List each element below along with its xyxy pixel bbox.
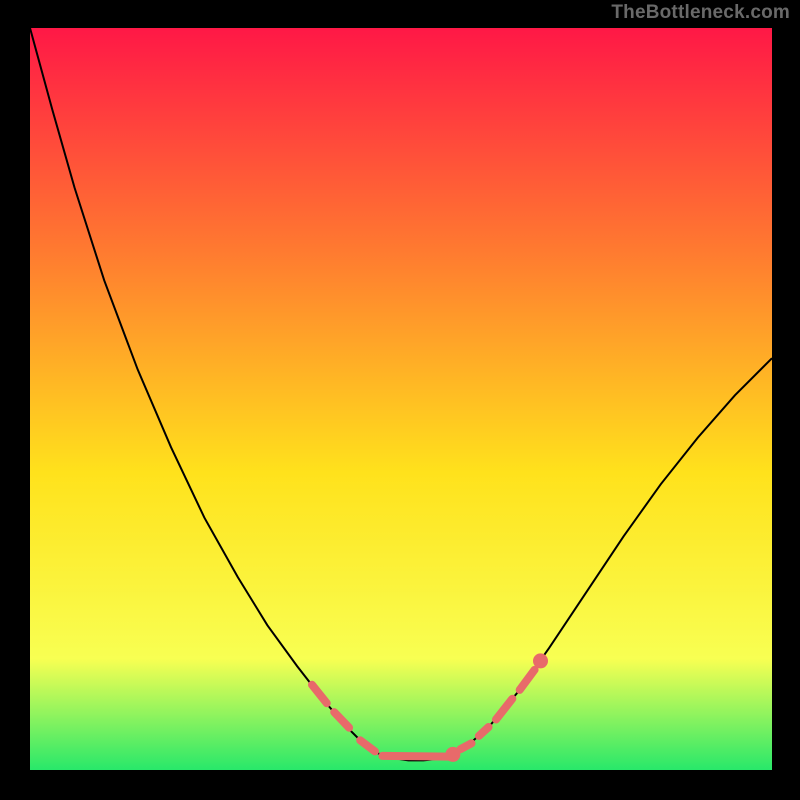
chart-plot-area	[30, 28, 772, 770]
watermark-text: TheBottleneck.com	[611, 2, 790, 24]
